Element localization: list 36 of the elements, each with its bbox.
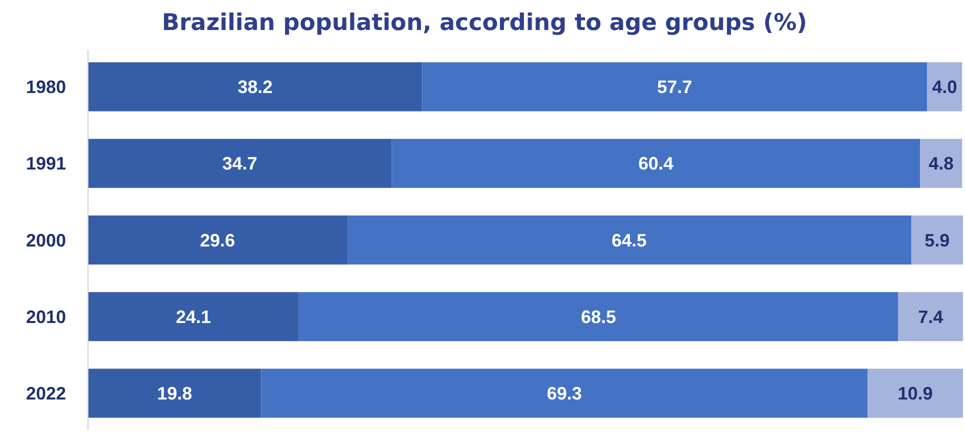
y-tick-label: 2022	[26, 384, 66, 404]
data-label: 4.0	[932, 77, 958, 98]
bar	[392, 138, 920, 188]
data-label: 68.5	[581, 306, 616, 327]
bar	[911, 215, 963, 265]
bar	[868, 368, 963, 418]
bar	[88, 62, 422, 112]
bar	[422, 62, 928, 112]
bar	[898, 292, 963, 342]
bar	[261, 368, 868, 418]
bar	[347, 215, 912, 265]
data-label: 60.4	[638, 154, 674, 174]
bar	[920, 138, 962, 188]
y-tick-label: 2010	[26, 306, 66, 327]
bar	[298, 292, 898, 342]
bar	[88, 138, 392, 188]
data-label: 64.5	[612, 230, 647, 250]
data-label: 38.2	[238, 77, 273, 98]
data-label: 7.4	[918, 306, 944, 327]
y-tick-label: 1991	[26, 154, 66, 174]
bar	[88, 215, 347, 265]
chart-title: Brazilian population, according to age groups (%)	[162, 10, 808, 36]
data-label: 34.7	[222, 154, 258, 174]
bar	[927, 62, 962, 112]
data-label: 69.3	[546, 384, 582, 404]
data-label: 19.8	[157, 384, 192, 404]
y-tick-label: 2000	[26, 230, 66, 250]
data-label: 4.8	[928, 154, 954, 174]
bar	[88, 368, 262, 418]
data-label: 5.9	[924, 230, 950, 250]
bar	[88, 292, 299, 342]
data-label: 10.9	[898, 384, 933, 404]
data-label: 29.6	[200, 230, 236, 250]
data-label: 57.7	[657, 77, 692, 98]
y-tick-label: 1980	[26, 77, 66, 98]
data-label: 24.1	[176, 306, 211, 327]
